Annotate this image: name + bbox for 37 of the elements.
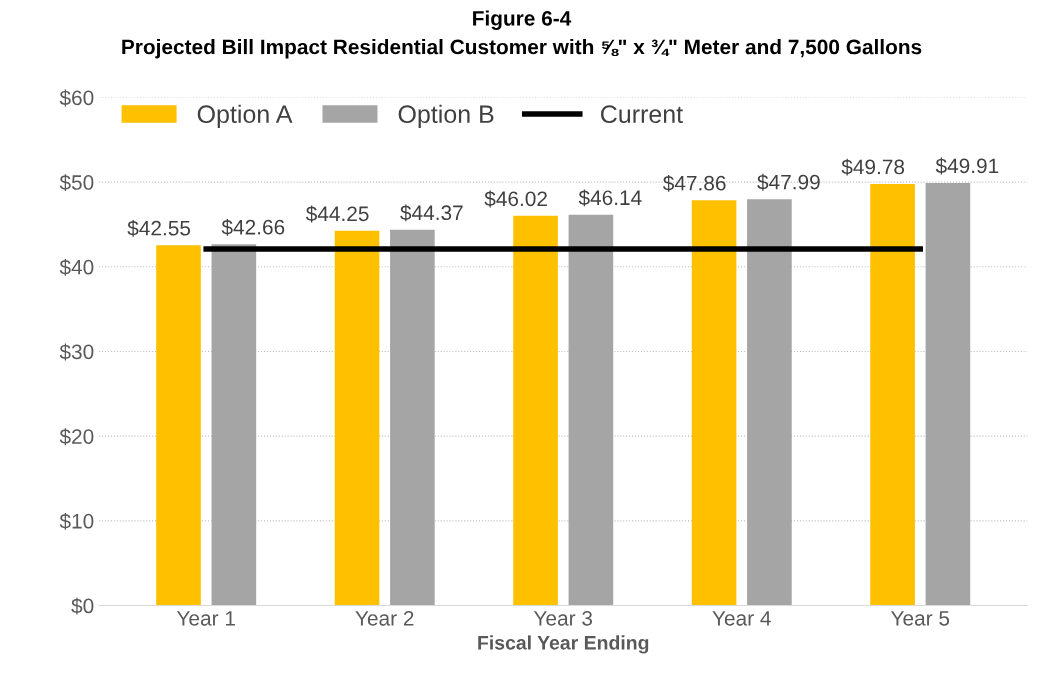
bar	[211, 244, 257, 606]
data-label: $44.37	[400, 204, 463, 222]
bar	[390, 229, 435, 606]
data-label: $47.86	[662, 174, 726, 192]
x-tick-label: Year 1	[176, 611, 235, 626]
x-tick-label: Year 3	[533, 610, 593, 626]
bar	[925, 182, 971, 606]
legend-label: Current	[601, 105, 683, 124]
bar	[513, 215, 558, 606]
y-tick-label: $40	[59, 258, 94, 276]
y-tick-label: $60	[59, 89, 94, 107]
data-label: $42.55	[127, 219, 191, 237]
data-label: $46.02	[484, 190, 547, 208]
y-tick-label: $0	[71, 597, 94, 615]
bar	[568, 214, 614, 606]
x-tick-label: Year 4	[712, 611, 771, 626]
x-tick-label: Year 2	[355, 610, 414, 626]
chart-title: Figure 6-4 Projected Bill Impact Residential Customer with ⅝" x ¾" Meter and 7,500 Gallons	[122, 10, 922, 59]
x-tick-label: Year 5	[890, 611, 950, 626]
data-label: $46.14	[578, 189, 642, 207]
bar	[334, 230, 380, 606]
bar	[747, 199, 792, 606]
data-label: $49.78	[841, 158, 905, 176]
y-tick-label: $20	[59, 428, 94, 446]
y-tick-label: $30	[59, 343, 94, 361]
legend-label: Option A	[197, 104, 293, 128]
bar	[691, 200, 737, 606]
bar	[870, 183, 915, 606]
data-label: $49.91	[935, 157, 999, 175]
x-axis-title: Fiscal Year Ending	[478, 635, 649, 654]
bar	[156, 245, 201, 606]
data-label: $44.25	[305, 205, 369, 223]
data-label: $47.99	[757, 173, 820, 191]
legend-label: Option B	[398, 104, 494, 128]
y-tick-label: $50	[59, 174, 94, 192]
data-label: $42.66	[221, 218, 285, 236]
y-tick-label: $10	[59, 512, 94, 530]
